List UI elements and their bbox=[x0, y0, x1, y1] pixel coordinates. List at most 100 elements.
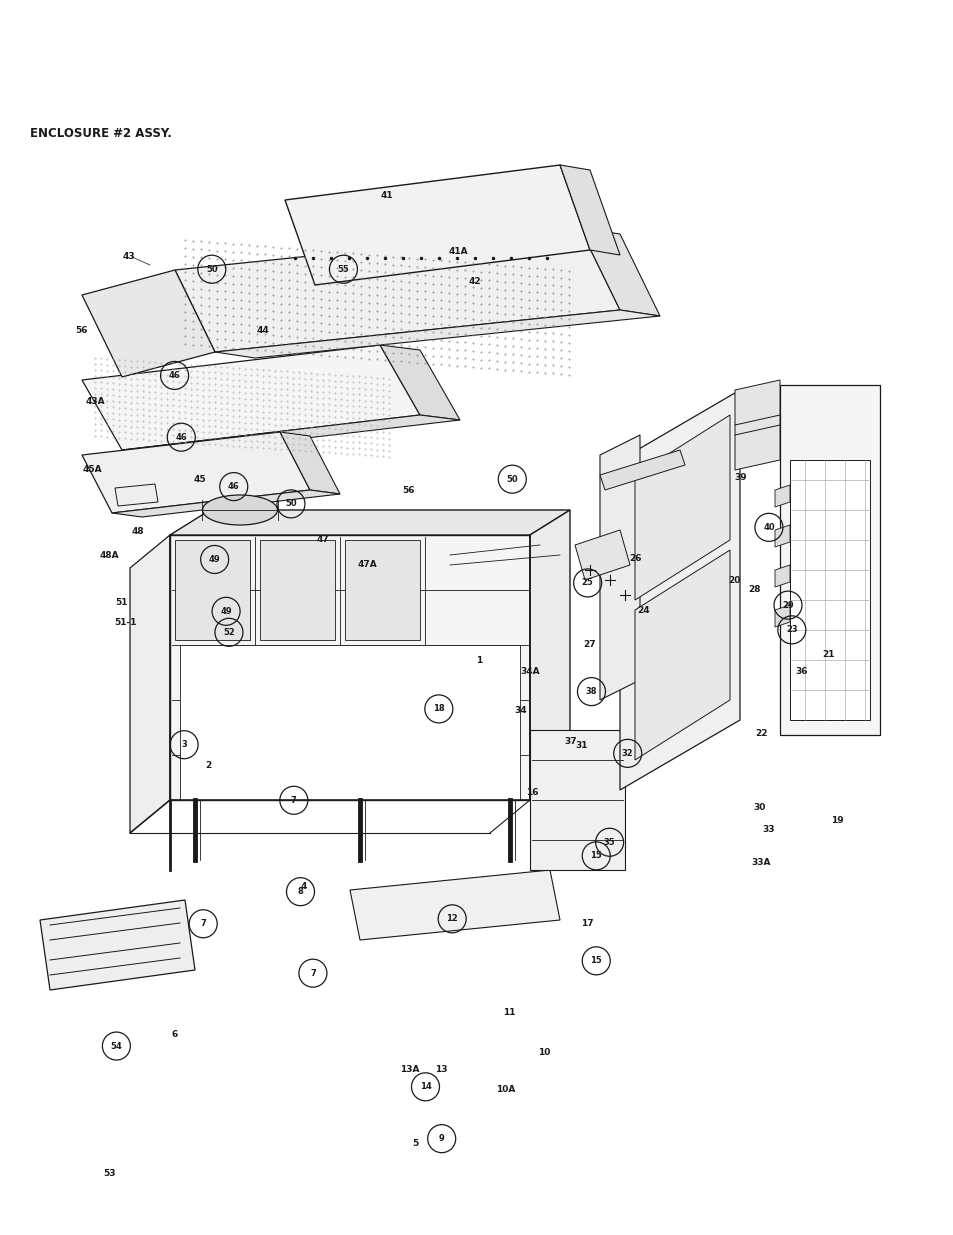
Polygon shape bbox=[379, 345, 459, 420]
Text: 5: 5 bbox=[412, 1139, 417, 1149]
Polygon shape bbox=[180, 645, 519, 800]
Text: 43A: 43A bbox=[86, 396, 105, 406]
Text: 20: 20 bbox=[728, 576, 740, 585]
Text: 16: 16 bbox=[525, 788, 538, 798]
Polygon shape bbox=[174, 540, 250, 640]
Text: 45A: 45A bbox=[83, 464, 102, 474]
Text: 35: 35 bbox=[603, 837, 615, 847]
Text: 56: 56 bbox=[74, 326, 88, 336]
Polygon shape bbox=[530, 510, 569, 800]
Text: 52: 52 bbox=[223, 627, 234, 637]
Text: 7: 7 bbox=[200, 919, 206, 929]
Polygon shape bbox=[774, 485, 789, 508]
Text: 1: 1 bbox=[476, 656, 481, 666]
Text: 31: 31 bbox=[575, 741, 588, 751]
Text: 46: 46 bbox=[169, 370, 180, 380]
Polygon shape bbox=[82, 270, 214, 377]
Text: 3: 3 bbox=[181, 740, 187, 750]
Polygon shape bbox=[130, 535, 170, 832]
Polygon shape bbox=[350, 869, 559, 940]
Text: 50: 50 bbox=[206, 264, 217, 274]
Text: 46: 46 bbox=[175, 432, 187, 442]
Text: 44: 44 bbox=[256, 326, 270, 336]
Text: 4: 4 bbox=[300, 882, 306, 892]
Text: 41A: 41A bbox=[448, 247, 467, 257]
Polygon shape bbox=[345, 540, 419, 640]
Polygon shape bbox=[559, 165, 619, 254]
Text: 33A: 33A bbox=[751, 857, 770, 867]
Text: 33: 33 bbox=[761, 825, 775, 835]
Text: 38: 38 bbox=[585, 687, 597, 697]
Polygon shape bbox=[780, 385, 879, 735]
Text: 23: 23 bbox=[785, 625, 797, 635]
Text: 19: 19 bbox=[830, 815, 843, 825]
Text: 45: 45 bbox=[193, 474, 207, 484]
Text: 17: 17 bbox=[580, 919, 594, 929]
Text: 7: 7 bbox=[310, 968, 315, 978]
Text: 25: 25 bbox=[581, 578, 593, 588]
Text: 21: 21 bbox=[821, 650, 834, 659]
Text: 15: 15 bbox=[590, 851, 601, 861]
Polygon shape bbox=[635, 550, 729, 760]
Text: 41: 41 bbox=[380, 190, 394, 200]
Polygon shape bbox=[112, 490, 339, 517]
Polygon shape bbox=[599, 450, 684, 490]
Text: 51-1: 51-1 bbox=[114, 618, 137, 627]
Polygon shape bbox=[260, 540, 335, 640]
Text: DCA-600SSV — ENCLOSURE #2 ASSY.: DCA-600SSV — ENCLOSURE #2 ASSY. bbox=[414, 73, 903, 96]
Text: 6: 6 bbox=[172, 1030, 177, 1040]
Polygon shape bbox=[774, 564, 789, 587]
Text: ENCLOSURE #2 ASSY.: ENCLOSURE #2 ASSY. bbox=[30, 127, 172, 140]
Polygon shape bbox=[115, 484, 158, 506]
Text: 49: 49 bbox=[220, 606, 232, 616]
Text: 47: 47 bbox=[315, 535, 329, 545]
Polygon shape bbox=[214, 310, 659, 358]
Text: 51: 51 bbox=[114, 598, 128, 608]
Text: 12: 12 bbox=[446, 914, 457, 924]
Polygon shape bbox=[82, 345, 419, 450]
Text: 46: 46 bbox=[228, 482, 239, 492]
Polygon shape bbox=[635, 415, 729, 600]
Text: 49: 49 bbox=[209, 555, 220, 564]
Text: 37: 37 bbox=[563, 736, 577, 746]
Text: 34: 34 bbox=[514, 705, 527, 715]
Text: 50: 50 bbox=[506, 474, 517, 484]
Text: 10: 10 bbox=[537, 1047, 549, 1057]
Text: 13: 13 bbox=[435, 1065, 448, 1074]
Text: 39: 39 bbox=[733, 473, 746, 483]
Text: 34A: 34A bbox=[520, 667, 539, 677]
Text: 56: 56 bbox=[401, 485, 415, 495]
Polygon shape bbox=[599, 435, 639, 700]
Text: 32: 32 bbox=[621, 748, 633, 758]
Text: 11: 11 bbox=[502, 1008, 516, 1018]
Polygon shape bbox=[575, 530, 629, 580]
Text: 30: 30 bbox=[753, 803, 764, 813]
Polygon shape bbox=[40, 900, 194, 990]
Text: 36: 36 bbox=[794, 667, 807, 677]
Text: 50: 50 bbox=[285, 499, 296, 509]
Polygon shape bbox=[174, 228, 619, 352]
Text: 42: 42 bbox=[468, 277, 481, 287]
Polygon shape bbox=[280, 432, 339, 494]
Text: 48: 48 bbox=[132, 526, 145, 536]
Polygon shape bbox=[579, 228, 659, 316]
Polygon shape bbox=[170, 510, 569, 535]
Text: 7: 7 bbox=[291, 795, 296, 805]
Text: 2: 2 bbox=[205, 761, 211, 771]
Text: 29: 29 bbox=[781, 600, 793, 610]
Text: 22: 22 bbox=[754, 729, 767, 739]
Polygon shape bbox=[285, 165, 589, 285]
Text: 27: 27 bbox=[582, 640, 596, 650]
Text: 43: 43 bbox=[122, 252, 135, 262]
Text: 14: 14 bbox=[419, 1082, 431, 1092]
Text: 54: 54 bbox=[111, 1041, 122, 1051]
Polygon shape bbox=[619, 390, 740, 790]
Polygon shape bbox=[774, 605, 789, 627]
Text: 53: 53 bbox=[103, 1168, 116, 1178]
Text: 55: 55 bbox=[337, 264, 349, 274]
Text: 24: 24 bbox=[637, 605, 650, 615]
Text: 40: 40 bbox=[762, 522, 774, 532]
Text: 28: 28 bbox=[747, 584, 760, 594]
Text: 13A: 13A bbox=[400, 1065, 419, 1074]
Text: 18: 18 bbox=[433, 704, 444, 714]
